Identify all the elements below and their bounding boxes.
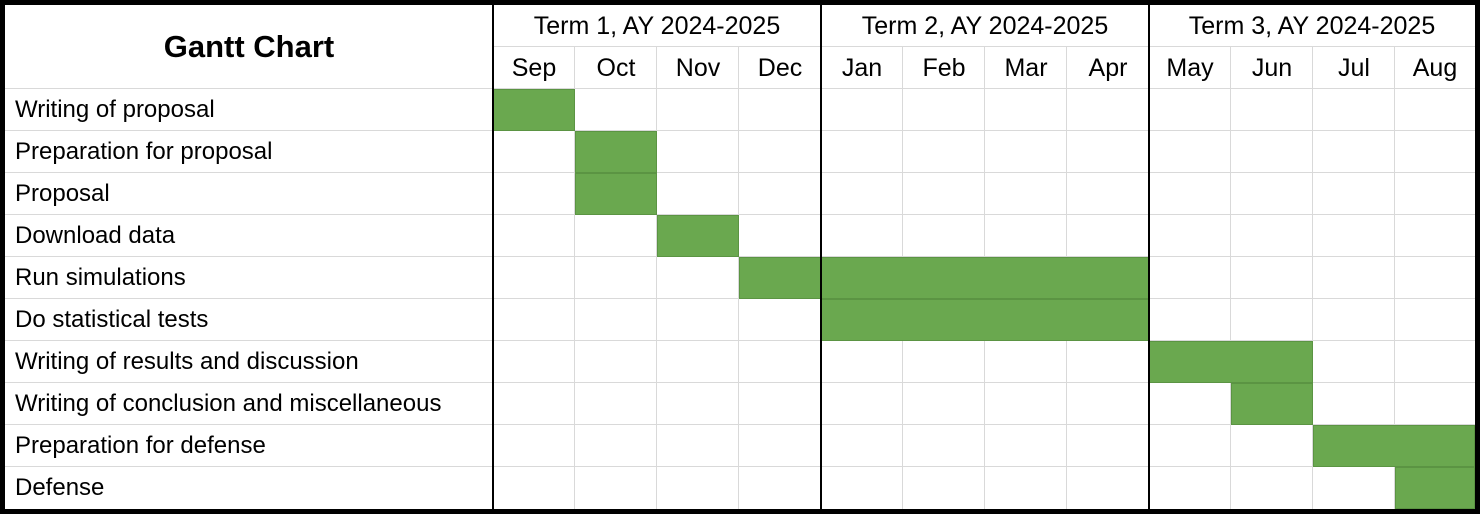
gantt-bar	[1231, 383, 1313, 425]
term-header: Term 3, AY 2024-2025	[1188, 11, 1436, 40]
task-label: Do statistical tests	[15, 306, 209, 333]
gantt-bar	[575, 173, 657, 215]
task-label: Run simulations	[15, 264, 186, 291]
month-header: Mar	[1004, 53, 1048, 82]
gantt-bar	[1395, 467, 1475, 509]
grid-col-line	[738, 47, 739, 509]
month-header: Jul	[1338, 53, 1370, 82]
task-label: Writing of conclusion and miscellaneous	[15, 390, 442, 417]
task-label: Writing of results and discussion	[15, 348, 359, 375]
gantt-bar	[739, 257, 1149, 299]
task-label: Preparation for proposal	[15, 138, 273, 165]
grid-row-line	[5, 382, 1475, 383]
grid-row-line	[5, 466, 1475, 467]
month-header: Dec	[757, 53, 803, 82]
term-header: Term 1, AY 2024-2025	[533, 11, 781, 40]
grid-row-line	[5, 340, 1475, 341]
month-header: Sep	[511, 53, 557, 82]
label-divider	[492, 5, 494, 509]
grid-col-line	[1230, 47, 1231, 509]
month-header: May	[1166, 53, 1214, 82]
month-header: Oct	[596, 53, 636, 82]
grid-col-line	[1394, 47, 1395, 509]
month-header: Feb	[922, 53, 966, 82]
term-divider	[1148, 5, 1150, 509]
task-label: Defense	[15, 474, 105, 501]
gantt-bar	[1313, 425, 1475, 467]
gantt-bar	[1149, 341, 1313, 383]
month-header: Aug	[1412, 53, 1458, 82]
month-header: Apr	[1088, 53, 1128, 82]
month-header: Jun	[1251, 53, 1293, 82]
grid-row-line	[5, 130, 1475, 131]
month-header: Nov	[675, 53, 721, 82]
grid-header-line	[493, 46, 1475, 47]
task-label: Download data	[15, 222, 176, 249]
grid-row-line	[5, 172, 1475, 173]
term-divider	[820, 5, 822, 509]
grid-row-line	[5, 214, 1475, 215]
grid-col-line	[574, 47, 575, 509]
gantt-bar	[657, 215, 739, 257]
chart-title: Gantt Chart	[163, 29, 335, 64]
grid-row-line	[5, 424, 1475, 425]
term-header: Term 2, AY 2024-2025	[861, 11, 1109, 40]
task-label: Writing of proposal	[15, 96, 215, 123]
task-label: Proposal	[15, 180, 110, 207]
task-label: Preparation for defense	[15, 432, 266, 459]
grid-col-line	[656, 47, 657, 509]
gantt-bar	[821, 299, 1149, 341]
grid-row-line	[5, 88, 1475, 89]
gantt-bar	[493, 89, 575, 131]
grid-col-line	[1312, 47, 1313, 509]
grid-row-line	[5, 256, 1475, 257]
month-header: Jan	[841, 53, 883, 82]
gantt-bar	[575, 131, 657, 173]
